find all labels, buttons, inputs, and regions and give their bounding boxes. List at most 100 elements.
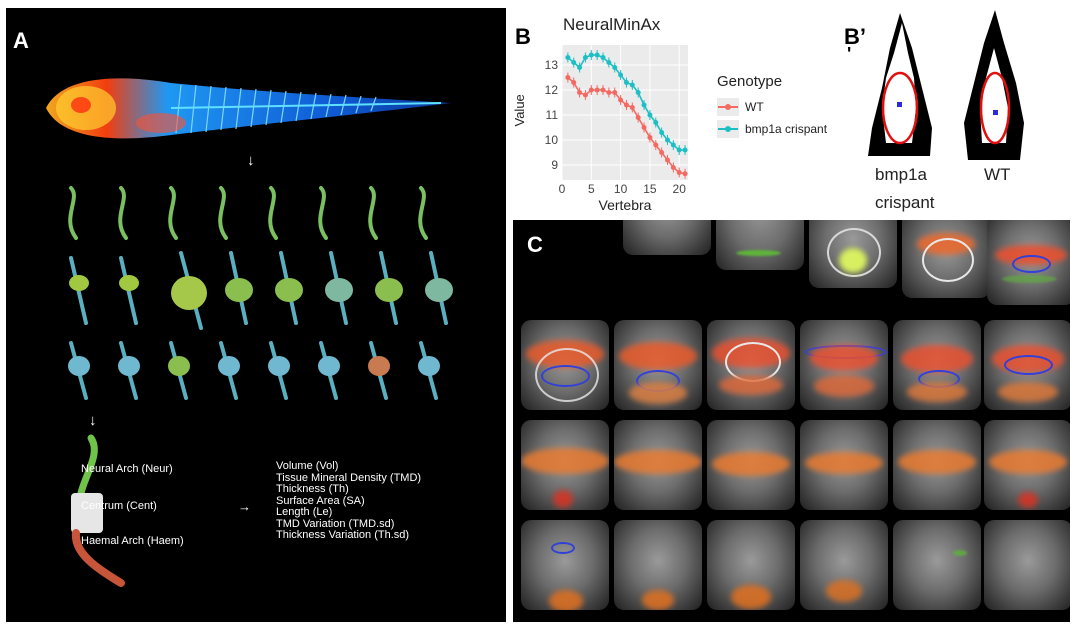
data-point bbox=[629, 82, 635, 88]
data-point bbox=[670, 165, 676, 170]
x-tick-label: 5 bbox=[588, 182, 595, 196]
data-point bbox=[664, 137, 670, 143]
chart-title: NeuralMinAx bbox=[563, 15, 661, 34]
right-arrow-icon: → bbox=[238, 499, 251, 514]
x-tick-label: 0 bbox=[559, 182, 566, 196]
data-point bbox=[629, 105, 635, 110]
ct-slice bbox=[984, 320, 1070, 410]
metric-item: Tissue Mineral Density (TMD) bbox=[276, 471, 422, 484]
data-point bbox=[623, 102, 629, 108]
data-point bbox=[641, 125, 647, 130]
ct-slice bbox=[521, 520, 609, 610]
ct-slice bbox=[614, 420, 702, 510]
data-point bbox=[588, 87, 594, 93]
legend-item-wt: WT bbox=[717, 96, 827, 118]
ct-slice bbox=[800, 420, 888, 510]
data-point bbox=[664, 157, 670, 163]
ct-slice bbox=[716, 220, 804, 270]
data-point bbox=[606, 90, 612, 95]
data-point bbox=[582, 55, 588, 60]
x-tick-label: 15 bbox=[643, 182, 657, 196]
data-point bbox=[565, 55, 571, 60]
metric-item: Thickness (Th) bbox=[276, 483, 349, 495]
data-point bbox=[618, 97, 624, 103]
y-tick-label: 9 bbox=[551, 158, 558, 172]
legend-label: bmp1a crispant bbox=[745, 122, 828, 136]
ct-slice bbox=[800, 520, 888, 610]
panel-bprime-mark: ' bbox=[847, 44, 852, 64]
ct-slice bbox=[984, 420, 1070, 510]
data-point bbox=[659, 150, 665, 155]
data-point bbox=[635, 115, 641, 120]
data-point bbox=[594, 52, 600, 58]
ct-slice bbox=[521, 420, 609, 510]
y-tick-label: 13 bbox=[545, 58, 559, 72]
data-point bbox=[600, 87, 606, 93]
vertebra-slices bbox=[68, 186, 453, 400]
data-point bbox=[577, 65, 583, 70]
metric-item: Length (Le) bbox=[276, 506, 333, 518]
data-point bbox=[588, 52, 594, 58]
ct-slice bbox=[623, 220, 711, 255]
chart-legend: Genotype WT bmp1a crispant bbox=[717, 73, 827, 140]
ct-slice bbox=[893, 420, 981, 510]
data-point bbox=[653, 142, 659, 148]
data-point bbox=[565, 75, 571, 80]
y-tick-label: 10 bbox=[545, 133, 559, 147]
metric-item: Volume (Vol) bbox=[276, 460, 339, 472]
ct-slice bbox=[893, 520, 981, 610]
centrum-label: Centrum (Cent) bbox=[81, 500, 157, 512]
down-arrow-icon: ↓ bbox=[247, 152, 255, 169]
data-point bbox=[647, 112, 653, 118]
bmp1a-crispant-cross-section bbox=[868, 13, 932, 156]
neural-arch-label: Neural Arch (Neur) bbox=[81, 463, 173, 475]
data-point bbox=[670, 142, 676, 148]
legend-item-crispant: bmp1a crispant bbox=[717, 118, 827, 140]
fish-microct-image bbox=[46, 78, 451, 139]
wt-cross-section bbox=[964, 10, 1024, 160]
data-point bbox=[571, 80, 577, 85]
panel-c: C bbox=[513, 220, 1070, 622]
legend-title: Genotype bbox=[717, 73, 783, 90]
ct-slice bbox=[614, 520, 702, 610]
panel-a: A ↓ bbox=[6, 8, 506, 622]
data-point bbox=[676, 170, 682, 175]
neuralminax-chart: 9 10 11 12 13 0 5 10 15 20 Value Vertebra bbox=[512, 45, 688, 213]
ct-slice bbox=[707, 320, 795, 410]
data-point bbox=[612, 90, 618, 95]
segmented-vertebra bbox=[71, 434, 125, 587]
ct-slice bbox=[614, 320, 702, 410]
ct-slice bbox=[902, 220, 990, 298]
data-point bbox=[635, 90, 641, 95]
data-point bbox=[612, 65, 618, 70]
data-point bbox=[682, 171, 688, 177]
ct-slice bbox=[809, 220, 897, 288]
data-point bbox=[682, 147, 688, 153]
ct-slice bbox=[521, 320, 609, 410]
panel-b-label: B bbox=[515, 24, 531, 49]
data-point bbox=[600, 55, 606, 60]
panel-a-label: A bbox=[13, 28, 29, 53]
panel-c-label: C bbox=[527, 232, 543, 257]
ct-slice bbox=[800, 320, 888, 410]
bprime-label-crispant-1: bmp1a bbox=[875, 165, 927, 184]
bprime-label-wt: WT bbox=[984, 165, 1011, 184]
x-tick-label: 20 bbox=[673, 182, 687, 196]
ct-slice bbox=[707, 520, 795, 610]
ct-slice bbox=[987, 220, 1070, 305]
metrics-list: Volume (Vol) Tissue Mineral Density (TMD… bbox=[276, 460, 422, 542]
legend-label: WT bbox=[745, 100, 764, 114]
data-point bbox=[659, 130, 665, 135]
data-point bbox=[618, 72, 624, 78]
tick-labels: 9 10 11 12 13 0 5 10 15 20 bbox=[545, 58, 687, 196]
data-point bbox=[647, 135, 653, 140]
data-point bbox=[676, 147, 682, 153]
data-point bbox=[653, 120, 659, 125]
data-point bbox=[641, 102, 647, 108]
data-point bbox=[577, 90, 583, 95]
y-tick-label: 11 bbox=[546, 108, 559, 122]
data-point bbox=[571, 60, 577, 65]
data-point bbox=[623, 80, 629, 85]
down-arrow-icon: ↓ bbox=[89, 412, 97, 429]
y-tick-label: 12 bbox=[545, 83, 559, 97]
